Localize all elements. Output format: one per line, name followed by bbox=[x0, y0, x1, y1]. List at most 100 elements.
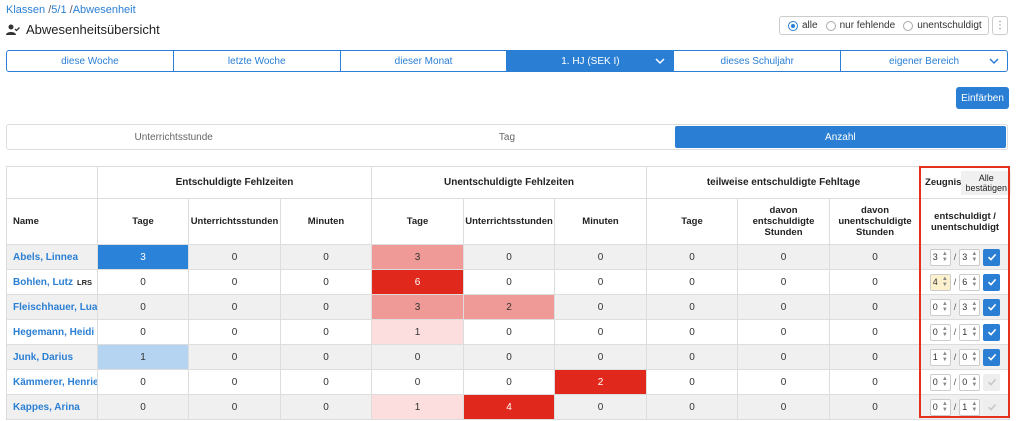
excused-count-stepper[interactable]: 1 ▲ ▼ bbox=[929, 348, 951, 366]
confirm-button[interactable] bbox=[983, 348, 1001, 366]
confirm-all-button[interactable]: Alle bestätigen bbox=[961, 170, 1011, 195]
range-tab-half-year[interactable]: 1. HJ (SEK I) bbox=[507, 51, 675, 71]
cell-partial-excused-hours: 0 bbox=[737, 369, 831, 395]
mode-tab-day[interactable]: Tag bbox=[498, 131, 516, 143]
mode-tab-lesson[interactable]: Unterrichtsstunde bbox=[134, 131, 213, 143]
check-icon bbox=[987, 353, 996, 361]
col-header-excused-days: Tage bbox=[97, 198, 189, 245]
student-name-link[interactable]: Kappes, Arina bbox=[13, 401, 80, 413]
col-header-partial-days: Tage bbox=[646, 198, 739, 245]
cell-unexcused-minutes: 2 bbox=[554, 369, 648, 395]
cell-excused-days: 0 bbox=[97, 394, 189, 420]
stepper-value: 6 bbox=[962, 277, 968, 287]
stepper-value: 4 bbox=[932, 277, 938, 287]
range-tab-school-year[interactable]: dieses Schuljahr bbox=[674, 51, 842, 71]
excused-count-stepper[interactable]: 0 ▲ ▼ bbox=[929, 398, 951, 416]
mode-tab-count[interactable]: Anzahl bbox=[674, 126, 1006, 148]
confirm-button[interactable] bbox=[983, 323, 1001, 341]
colorize-button[interactable]: Einfärben bbox=[956, 87, 1009, 109]
page-title-text: Abwesenheitsübersicht bbox=[26, 22, 160, 37]
stepper-arrows-icon[interactable]: ▲ ▼ bbox=[941, 276, 948, 288]
range-tab-custom[interactable]: eigener Bereich bbox=[841, 51, 1007, 71]
breadcrumb-separator: / bbox=[45, 4, 52, 16]
count-mode-tabs: Unterrichtsstunde Tag Anzahl bbox=[6, 124, 1008, 150]
unexcused-count-stepper[interactable]: 3 ▲ ▼ bbox=[959, 298, 981, 316]
cell-excused-lessons: 0 bbox=[188, 394, 281, 420]
cell-unexcused-lessons: 0 bbox=[463, 269, 556, 295]
range-tab-label: 1. HJ (SEK I) bbox=[561, 55, 620, 67]
stepper-arrows-icon[interactable]: ▲ ▼ bbox=[971, 276, 978, 288]
student-name-link[interactable]: Hegemann, Heidi bbox=[13, 326, 95, 338]
cell-partial-unexcused-hours: 0 bbox=[829, 319, 922, 345]
separator-slash: / bbox=[953, 352, 957, 362]
stepper-arrows-icon[interactable]: ▲ ▼ bbox=[941, 376, 948, 388]
confirm-button[interactable] bbox=[983, 373, 1001, 391]
cell-excused-days: 0 bbox=[97, 369, 189, 395]
unexcused-count-stepper[interactable]: 3 ▲ ▼ bbox=[959, 248, 981, 266]
col-header-name: Name bbox=[6, 198, 98, 245]
header-group-unexcused: Unentschuldigte Fehlzeiten bbox=[371, 166, 648, 199]
stepper-value: 3 bbox=[962, 302, 968, 312]
stepper-arrows-icon[interactable]: ▲ ▼ bbox=[941, 326, 948, 338]
excused-count-stepper[interactable]: 4 ▲ ▼ bbox=[929, 273, 951, 291]
stepper-arrows-icon[interactable]: ▲ ▼ bbox=[941, 251, 948, 263]
filter-radio-missing[interactable]: nur fehlende bbox=[825, 20, 895, 31]
zeugnis-cell: 4 ▲ ▼/6 ▲ ▼ bbox=[920, 269, 1011, 295]
unexcused-count-stepper[interactable]: 1 ▲ ▼ bbox=[959, 323, 981, 341]
cell-partial-unexcused-hours: 0 bbox=[829, 369, 922, 395]
unexcused-count-stepper[interactable]: 0 ▲ ▼ bbox=[959, 348, 981, 366]
stepper-arrows-icon[interactable]: ▲ ▼ bbox=[941, 351, 948, 363]
confirm-button[interactable] bbox=[983, 273, 1001, 291]
stepper-arrows-icon[interactable]: ▲ ▼ bbox=[971, 401, 978, 413]
unexcused-count-stepper[interactable]: 0 ▲ ▼ bbox=[959, 373, 981, 391]
confirm-button[interactable] bbox=[983, 248, 1001, 266]
stepper-arrows-icon[interactable]: ▲ ▼ bbox=[971, 326, 978, 338]
lrs-badge: LRS bbox=[77, 277, 92, 287]
excused-count-stepper[interactable]: 0 ▲ ▼ bbox=[929, 298, 951, 316]
unexcused-count-stepper[interactable]: 6 ▲ ▼ bbox=[959, 273, 981, 291]
cell-unexcused-days: 1 bbox=[371, 319, 465, 345]
stepper-arrows-icon[interactable]: ▲ ▼ bbox=[971, 376, 978, 388]
filter-radio-group: alle nur fehlende unentschuldigt bbox=[779, 16, 989, 35]
student-name-link[interactable]: Bohlen, Lutz bbox=[13, 276, 73, 288]
stepper-arrows-icon[interactable]: ▲ ▼ bbox=[971, 251, 978, 263]
student-name-link[interactable]: Abels, Linnea bbox=[13, 251, 79, 263]
col-header-unexcused-lessons: Unterrichtsstunden bbox=[463, 198, 556, 245]
cell-excused-minutes: 0 bbox=[279, 269, 373, 295]
cell-unexcused-minutes: 0 bbox=[554, 269, 648, 295]
excused-count-stepper[interactable]: 0 ▲ ▼ bbox=[929, 323, 951, 341]
student-name-link[interactable]: Fleischhauer, Luana bbox=[13, 301, 98, 313]
stepper-arrows-icon[interactable]: ▲ ▼ bbox=[941, 301, 948, 313]
excused-count-stepper[interactable]: 0 ▲ ▼ bbox=[929, 373, 951, 391]
zeugnis-cell: 0 ▲ ▼/0 ▲ ▼ bbox=[920, 369, 1011, 395]
more-options-button[interactable]: ⋮ bbox=[992, 16, 1008, 35]
breadcrumb-link-class[interactable]: 5/1 bbox=[51, 4, 67, 16]
cell-unexcused-days: 0 bbox=[371, 369, 465, 395]
chevron-down-icon bbox=[989, 58, 999, 65]
cell-partial-excused-hours: 0 bbox=[737, 319, 831, 345]
cell-partial-excused-hours: 0 bbox=[737, 294, 831, 320]
cell-excused-lessons: 0 bbox=[188, 244, 281, 270]
filter-radio-all[interactable]: alle bbox=[788, 20, 818, 31]
table-row: Hegemann, Heidi 0 0 0 1 0 0 0 0 0 0 ▲ ▼/1 ▲ ▼ bbox=[6, 319, 1011, 345]
filter-radio-unexcused[interactable]: unentschuldigt bbox=[903, 20, 982, 31]
stepper-arrows-icon[interactable]: ▲ ▼ bbox=[971, 301, 978, 313]
stepper-arrows-icon[interactable]: ▲ ▼ bbox=[941, 401, 948, 413]
cell-partial-excused-hours: 0 bbox=[737, 394, 831, 420]
range-tab-this-week[interactable]: diese Woche bbox=[7, 51, 174, 71]
unexcused-count-stepper[interactable]: 1 ▲ ▼ bbox=[959, 398, 981, 416]
cell-partial-excused-hours: 0 bbox=[737, 344, 831, 370]
breadcrumb-link-klassen[interactable]: Klassen bbox=[6, 4, 46, 16]
student-name-link[interactable]: Kämmerer, Henriette bbox=[13, 376, 97, 388]
excused-count-stepper[interactable]: 3 ▲ ▼ bbox=[929, 248, 951, 266]
range-tab-last-week[interactable]: letzte Woche bbox=[174, 51, 341, 71]
cell-partial-unexcused-hours: 0 bbox=[829, 294, 922, 320]
confirm-button[interactable] bbox=[983, 298, 1001, 316]
col-header-unexcused-minutes: Minuten bbox=[554, 198, 648, 245]
table-row: Fleischhauer, Luana0003200000▲▼/3▲▼ bbox=[6, 294, 1011, 320]
stepper-arrows-icon[interactable]: ▲ ▼ bbox=[971, 351, 978, 363]
confirm-button[interactable] bbox=[983, 398, 1001, 416]
breadcrumb-link-abwesenheit[interactable]: Abwesenheit bbox=[72, 4, 136, 16]
range-tab-this-month[interactable]: dieser Monat bbox=[341, 51, 508, 71]
student-name-link[interactable]: Junk, Darius bbox=[13, 351, 74, 363]
